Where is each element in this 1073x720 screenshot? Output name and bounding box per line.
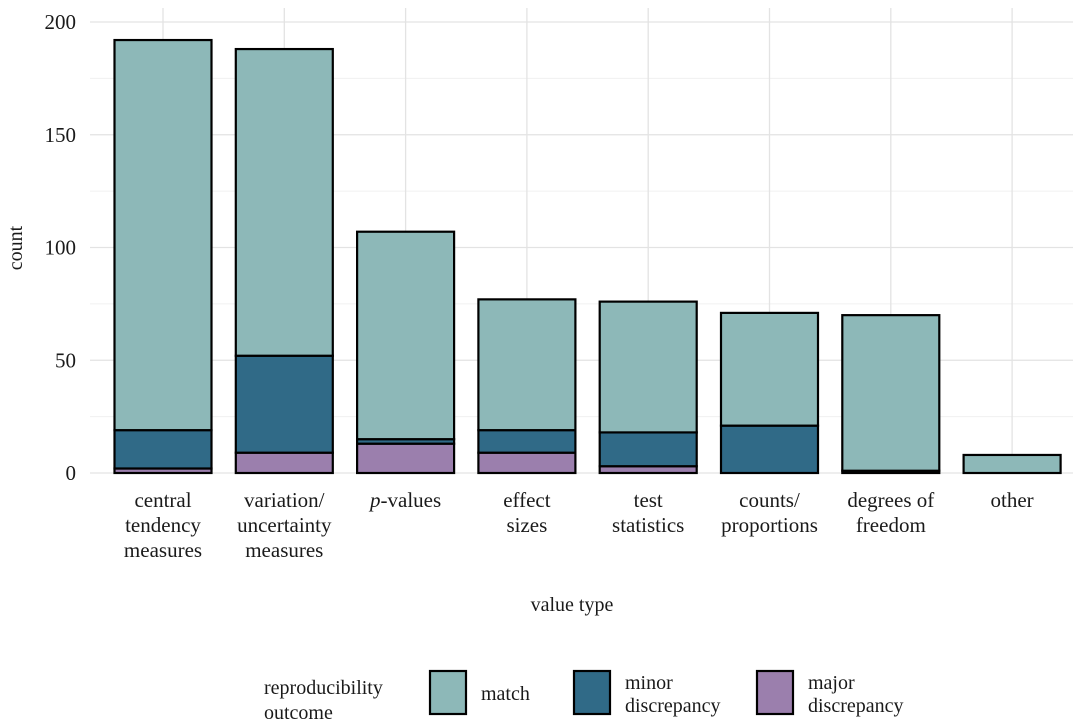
legend-label: minor discrepancy [625,672,721,717]
legend-key [572,669,612,716]
x-tick-label: central tendency measures [124,488,202,562]
bar-segment-match [598,300,698,434]
bar-segment-match [841,314,941,472]
bar-segment-minor-discrepancy [719,424,820,475]
bar-segment-major-discrepancy [477,451,577,475]
x-tick-label: other [991,488,1034,512]
x-axis-title: value type [531,594,614,616]
bar-segment-match [477,298,577,432]
bar-segment-match [113,38,213,432]
y-tick-label: 200 [45,10,77,34]
bar-segment-match [356,230,456,441]
y-axis-ticks: 0 50 100 150 200 [45,10,77,485]
y-tick-label: 100 [45,236,77,260]
y-tick-label: 150 [45,123,77,147]
x-tick-label: p-values [368,488,441,512]
legend-key [755,669,795,716]
bar-segment-major-discrepancy [234,451,334,475]
legend: reproducibility outcome match minor discrepa… [264,669,904,720]
legend-key [428,669,468,716]
x-axis-category-labels: central tendency measures variation/uncerta… [124,488,1034,562]
x-tick-label: effect sizes [503,488,551,537]
legend-label: major discrepancy [808,672,904,717]
bar-segment-match [234,47,334,357]
x-tick-label: counts/proportions [721,488,818,537]
y-tick-label: 0 [66,461,77,485]
bar-segment-minor-discrepancy [113,429,213,470]
x-tick-label: test statistics [612,488,684,537]
bar-segment-match [719,311,820,427]
bars [113,38,1062,475]
legend-title: reproducibility outcome [264,677,383,720]
bar-segment-minor-discrepancy [234,354,334,454]
y-tick-label: 50 [55,348,76,372]
bar-segment-minor-discrepancy [598,431,698,468]
x-tick-label: variation/uncertainty measures [237,488,332,562]
bar-segment-match [962,453,1062,475]
x-tick-label: degrees of freedom [847,488,934,537]
y-axis-title: count [5,225,27,270]
bar-segment-major-discrepancy [356,442,456,475]
bar-segment-minor-discrepancy [477,429,577,454]
legend-label: match [481,683,530,705]
